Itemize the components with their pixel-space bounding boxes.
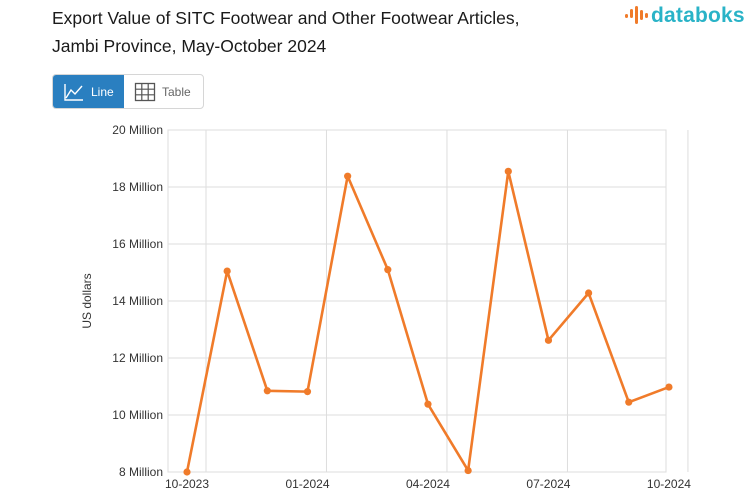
y-tick-label: 14 Million bbox=[112, 294, 163, 308]
x-tick-label: 10-2023 bbox=[165, 477, 209, 491]
x-tick-label: 01-2024 bbox=[285, 477, 329, 491]
table-view-label: Table bbox=[162, 84, 191, 99]
y-tick-label: 8 Million bbox=[119, 465, 163, 479]
databoks-bars-icon bbox=[625, 6, 648, 24]
x-tick-label: 04-2024 bbox=[406, 477, 450, 491]
databoks-logo[interactable]: databoks bbox=[624, 4, 745, 28]
series-line bbox=[185, 170, 671, 474]
data-point bbox=[585, 289, 593, 297]
data-point bbox=[384, 266, 392, 274]
chart-title: Export Value of SITC Footwear and Other … bbox=[52, 4, 592, 60]
y-tick-label: 12 Million bbox=[112, 351, 163, 365]
table-view-button[interactable]: Table bbox=[124, 75, 203, 108]
chart-title-line-1: Export Value of SITC Footwear and Other … bbox=[52, 8, 520, 28]
data-point bbox=[665, 383, 673, 391]
y-tick-label: 10 Million bbox=[112, 408, 163, 422]
data-point bbox=[344, 172, 352, 180]
y-tick-label: 18 Million bbox=[112, 180, 163, 194]
data-point bbox=[223, 267, 231, 275]
data-point bbox=[183, 468, 191, 476]
y-axis-title: US dollars bbox=[80, 273, 94, 328]
y-tick-label: 20 Million bbox=[112, 123, 163, 137]
databoks-wordmark: databoks bbox=[651, 4, 745, 27]
data-point bbox=[303, 388, 312, 396]
line-view-label: Line bbox=[91, 84, 114, 99]
line-chart-icon bbox=[64, 83, 83, 101]
data-point bbox=[424, 400, 432, 408]
table-grid-icon bbox=[134, 82, 156, 101]
x-tick-label: 07-2024 bbox=[526, 477, 570, 491]
data-point bbox=[464, 466, 472, 475]
x-tick-label: 10-2024 bbox=[647, 477, 691, 491]
chart-title-line-2: Jambi Province, May-October 2024 bbox=[52, 36, 327, 56]
data-point bbox=[504, 167, 512, 175]
data-point bbox=[263, 387, 271, 395]
data-point bbox=[544, 336, 553, 344]
view-toggle: Line Table bbox=[52, 74, 204, 109]
y-tick-label: 16 Million bbox=[112, 237, 163, 251]
data-point bbox=[625, 398, 633, 406]
line-view-button[interactable]: Line bbox=[53, 75, 124, 108]
